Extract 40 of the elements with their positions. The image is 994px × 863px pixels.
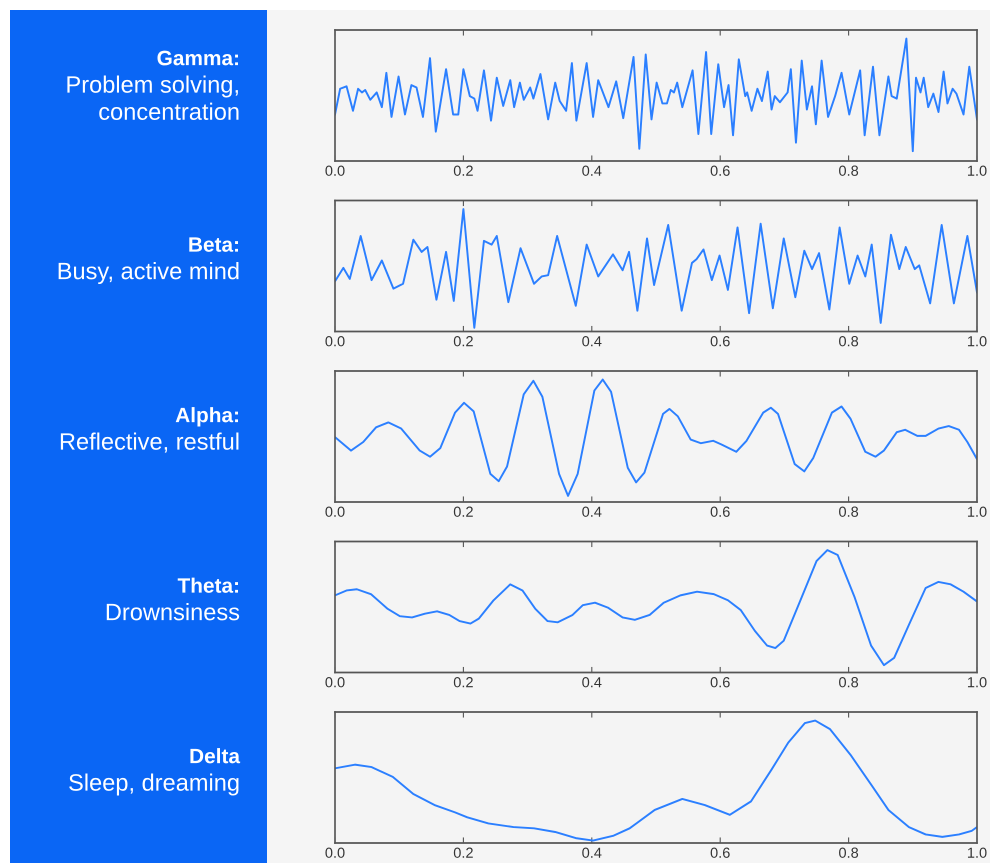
text: Beta: [189, 237, 238, 252]
x-tick-label: 0.2 [454, 848, 473, 858]
x-tick-label: 1.0 [968, 506, 987, 517]
x-tick-label: 0.2 [454, 506, 473, 517]
x-tick-label: 0.4 [582, 506, 602, 517]
x-tick-label: 0.6 [710, 506, 730, 517]
x-tick-label: 0.4 [582, 677, 602, 688]
x-tick-label: 0.4 [582, 336, 602, 346]
x-tick-label: 0.0 [325, 677, 345, 688]
text: Drownsiness [106, 603, 240, 620]
text: Delta [190, 748, 240, 764]
x-tick-label: 0.4 [582, 848, 602, 858]
x-tick-label: 0.0 [325, 336, 345, 346]
x-tick-label: 0.0 [325, 506, 345, 517]
x-tick-label: 0.2 [454, 336, 473, 346]
x-tick-label: 0.6 [710, 166, 730, 176]
x-tick-label: 0.4 [582, 166, 602, 176]
text: Alpha: [176, 407, 238, 426]
x-tick-label: 0.6 [710, 677, 730, 688]
x-tick-label: 0.8 [839, 848, 858, 858]
x-tick-label: 0.6 [710, 848, 730, 858]
text: Reflective, restful [60, 432, 238, 453]
x-tick-label: 0.8 [839, 166, 858, 176]
x-tick-label: 1.0 [968, 166, 987, 176]
x-tick-label: 0.2 [454, 166, 473, 176]
x-tick-label: 0.0 [325, 848, 345, 858]
x-tick-label: 1.0 [968, 677, 987, 688]
text: Problem solving, concentration [67, 76, 238, 120]
x-tick-label: 0.6 [710, 336, 730, 346]
x-tick-label: 0.8 [839, 336, 858, 346]
x-tick-label: 1.0 [968, 336, 987, 346]
text: Theta: [178, 578, 238, 593]
text: Sleep, dreaming [69, 774, 238, 796]
text: Busy, active mind [58, 262, 238, 284]
x-tick-label: 0.8 [839, 677, 858, 688]
chart-title: Gamma: [157, 50, 238, 66]
x-tick-label: 1.0 [968, 848, 987, 858]
x-tick-label: 0.8 [839, 506, 858, 517]
x-tick-label: 0.0 [325, 166, 345, 176]
x-tick-label: 0.2 [454, 677, 473, 688]
